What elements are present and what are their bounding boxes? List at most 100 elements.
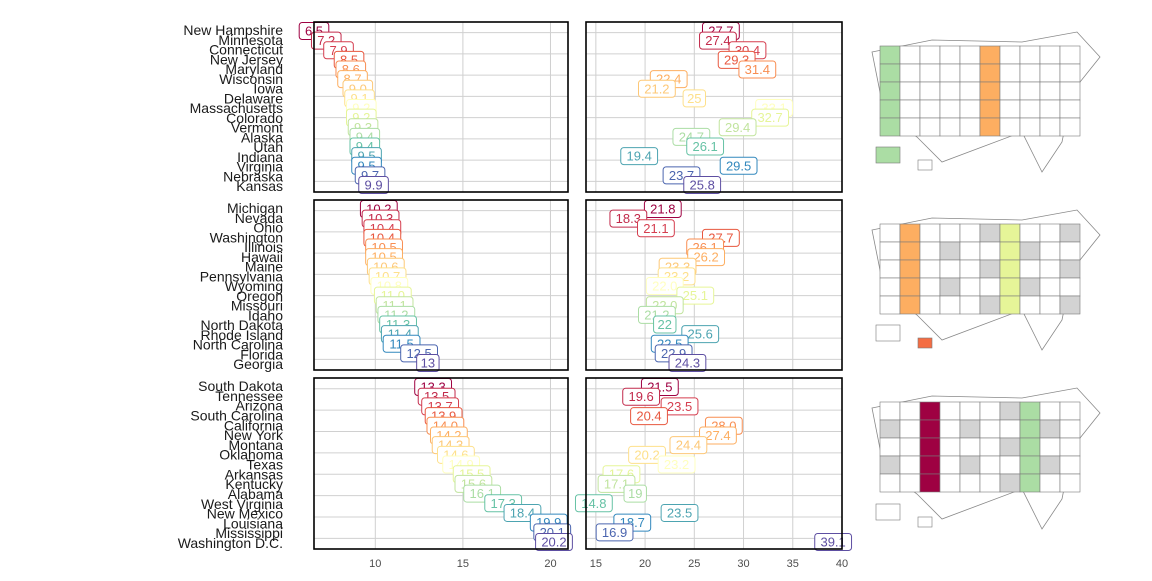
map-state	[959, 419, 981, 439]
category-label: California	[224, 417, 283, 433]
category-label: Nebraska	[223, 168, 283, 184]
us-map-1	[871, 31, 1101, 173]
map-state	[1059, 277, 1081, 297]
data-label: 27.4	[705, 33, 730, 48]
map-state	[1059, 81, 1081, 101]
data-label-box	[574, 494, 613, 513]
data-label: 22.0	[652, 279, 677, 294]
map-state	[1059, 295, 1081, 315]
map-state	[899, 473, 921, 493]
data-label-box	[669, 436, 708, 455]
map-state	[879, 277, 901, 297]
map-state	[1039, 473, 1061, 493]
category-label: Massachusetts	[190, 100, 283, 116]
x-tick-label: 15	[590, 558, 602, 570]
x-tick-label: 30	[737, 558, 749, 570]
map-state	[979, 63, 1001, 83]
category-label: Colorado	[226, 110, 283, 126]
map-state	[899, 241, 921, 261]
map-state	[959, 259, 981, 279]
map-hawaii	[917, 159, 933, 171]
category-label: Washington D.C.	[178, 535, 283, 551]
map-state	[979, 277, 1001, 297]
map-state	[1059, 241, 1081, 261]
map-state	[919, 241, 941, 261]
panel-row-3-col-2: 21.519.623.520.428.027.424.420.223.217.6…	[574, 377, 853, 551]
map-state	[919, 295, 941, 315]
category-label: North Carolina	[193, 337, 283, 353]
us-map-2	[871, 209, 1101, 351]
map-state	[919, 277, 941, 297]
map-state	[959, 277, 981, 297]
panel-row-2-col-1: 10.210.310.410.410.510.510.610.710.811.0…	[313, 199, 569, 372]
data-label-box	[637, 219, 675, 238]
x-tick-label: 40	[836, 558, 848, 570]
map-state	[1059, 99, 1081, 119]
data-label: 22	[658, 317, 672, 332]
x-tick-label: 10	[369, 558, 381, 570]
data-label-box	[637, 79, 676, 98]
map-state	[1039, 437, 1061, 457]
map-state	[879, 241, 901, 261]
map-state	[879, 259, 901, 279]
data-label-box	[660, 503, 699, 522]
map-state	[959, 295, 981, 315]
map-state	[899, 223, 921, 243]
map-state	[1019, 455, 1041, 475]
panel-row-3-col-1: 13.313.513.713.914.014.214.314.614.915.5…	[313, 377, 573, 551]
data-label: 13	[421, 356, 435, 371]
map-state	[1059, 45, 1081, 65]
map-state	[979, 419, 1001, 439]
map-state	[959, 117, 981, 137]
map-state	[879, 401, 901, 421]
data-label: 39.1	[820, 535, 845, 550]
data-label-box	[718, 118, 757, 137]
data-label: 16.9	[602, 525, 627, 540]
category-label: Idaho	[248, 307, 283, 323]
map-state	[999, 241, 1021, 261]
map-state	[999, 81, 1021, 101]
data-label: 29.4	[725, 120, 750, 135]
category-label: Kentucky	[225, 476, 283, 492]
category-label: Michigan	[227, 200, 283, 216]
category-label: New Hampshire	[183, 22, 283, 38]
map-state	[879, 81, 901, 101]
category-label: Nevada	[235, 210, 283, 226]
data-label-box	[645, 277, 684, 295]
data-label: 31.4	[745, 62, 770, 77]
map-state	[979, 259, 1001, 279]
category-label: Alabama	[228, 486, 283, 502]
map-state	[939, 401, 961, 421]
map-state	[959, 473, 981, 493]
map-state	[979, 401, 1001, 421]
data-label: 20.2	[541, 535, 566, 550]
map-state	[1059, 455, 1081, 475]
map-state	[1019, 241, 1041, 261]
data-label-box	[719, 156, 758, 175]
category-label: Arkansas	[225, 466, 283, 482]
map-state	[919, 117, 941, 137]
map-state	[959, 63, 981, 83]
data-label-box	[699, 426, 737, 445]
map-state	[879, 437, 901, 457]
panel-frame	[313, 199, 569, 371]
data-label-box	[657, 455, 696, 474]
map-state	[1039, 277, 1061, 297]
map-state	[879, 63, 901, 83]
category-label: Illinois	[244, 239, 283, 255]
panel-row-1-col-1: 6.57.27.98.58.68.79.09.19.29.29.39.49.49…	[298, 21, 569, 194]
category-label: Wyoming	[225, 278, 283, 294]
data-label-box	[653, 315, 677, 334]
category-label: Pennsylvania	[200, 268, 283, 284]
map-state	[1039, 117, 1061, 137]
data-label: 14.8	[581, 496, 606, 511]
category-label: Utah	[253, 139, 283, 155]
category-label: Iowa	[253, 81, 283, 97]
category-label: New Mexico	[207, 506, 283, 522]
map-alaska	[875, 146, 901, 164]
map-state	[1059, 473, 1081, 493]
data-label-box	[676, 286, 715, 305]
data-label: 17.1	[604, 476, 629, 491]
map-state	[1039, 295, 1061, 315]
